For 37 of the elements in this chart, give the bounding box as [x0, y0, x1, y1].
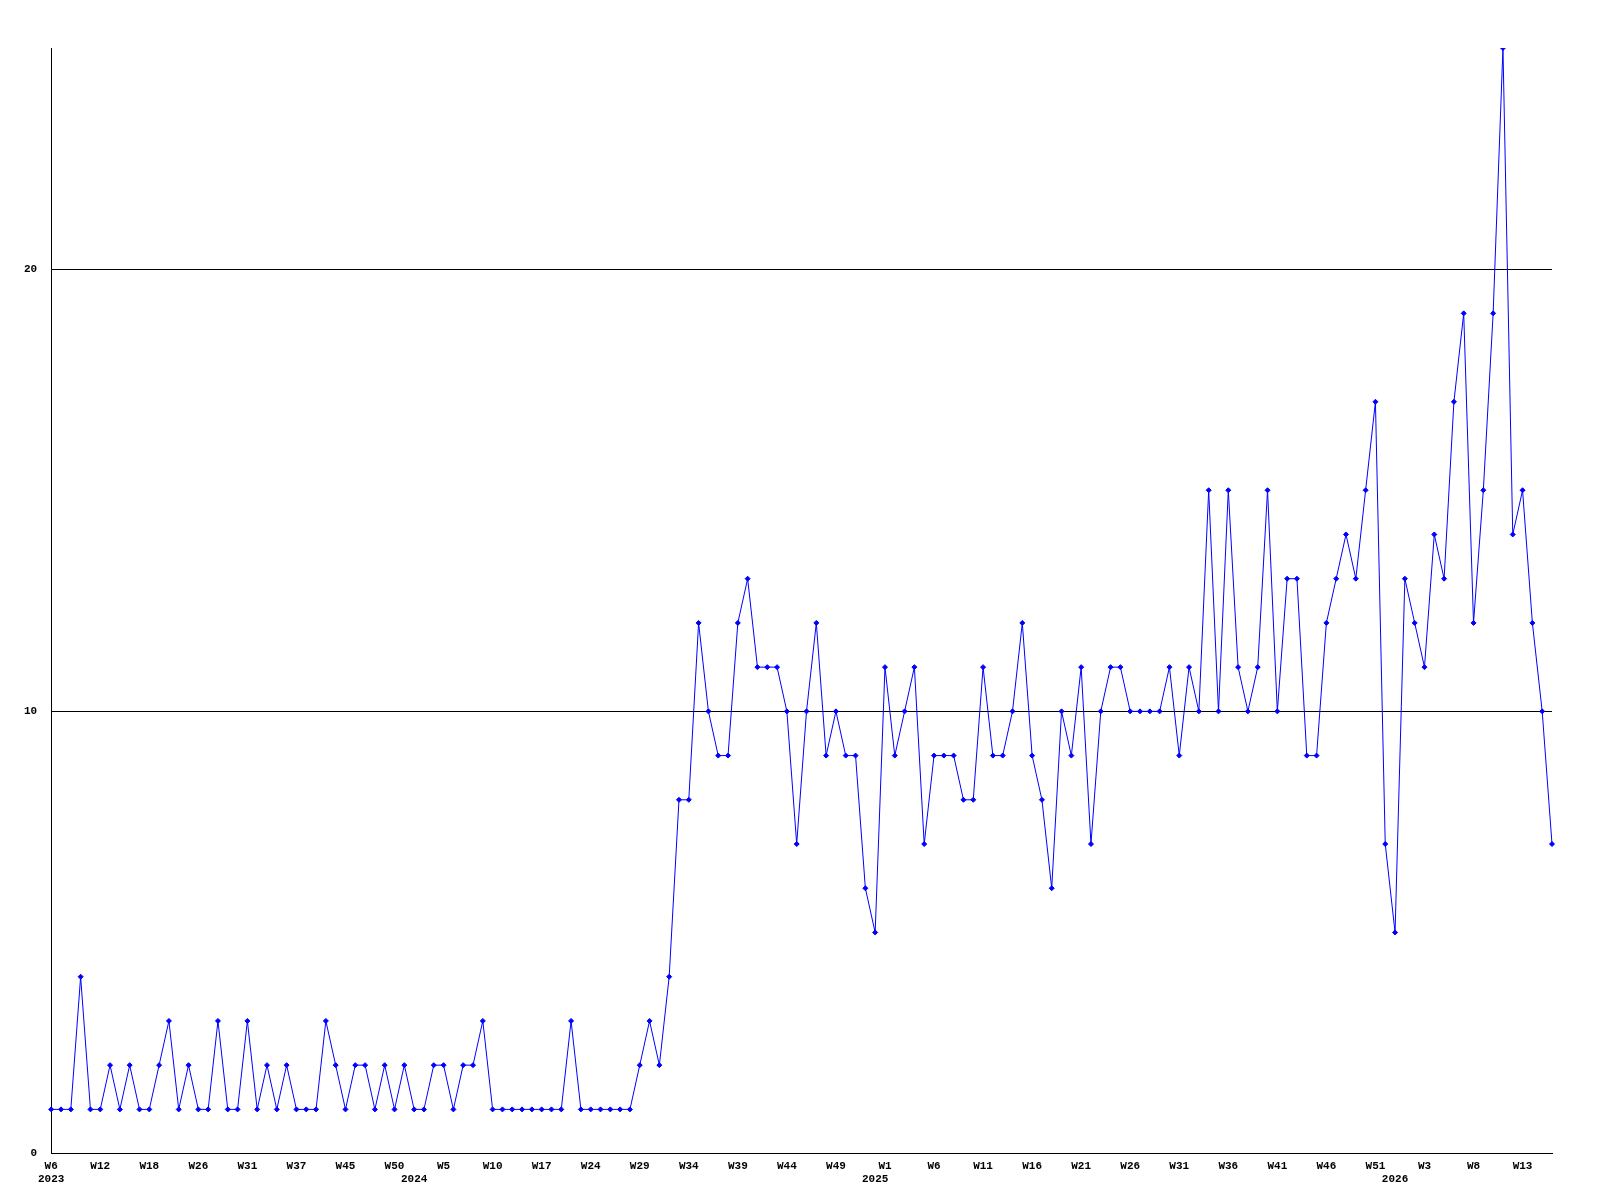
x-tick-label: W37: [286, 1159, 307, 1172]
y-tick-label: 20: [24, 262, 38, 275]
x-tick-label: W24: [580, 1159, 601, 1172]
x-tick-label: W34: [678, 1159, 700, 1172]
x-tick-label: 2025: [861, 1173, 889, 1186]
x-tick-label: W8: [1466, 1159, 1481, 1172]
x-tick-label: W26: [188, 1159, 209, 1172]
x-tick-label: W3: [1417, 1159, 1432, 1172]
x-tick-label: W21: [1071, 1159, 1092, 1172]
x-tick-label: W16: [1022, 1159, 1043, 1172]
x-tick-label: W17: [531, 1159, 552, 1172]
x-tick-label: W26: [1120, 1159, 1141, 1172]
x-tick-label: W6: [927, 1159, 941, 1172]
x-tick-label: W45: [335, 1159, 356, 1172]
x-tick-label: W29: [629, 1159, 650, 1172]
x-tick-label: W12: [90, 1159, 111, 1172]
y-tick-label: 10: [24, 705, 38, 718]
x-tick-label: W46: [1316, 1159, 1337, 1172]
x-tick-label: W5: [436, 1159, 451, 1172]
x-tick-label: W51: [1365, 1159, 1386, 1172]
x-tick-label: W41: [1267, 1159, 1288, 1172]
x-tick-label: W31: [1169, 1159, 1190, 1172]
x-tick-label: W50: [384, 1159, 405, 1172]
x-tick-label: 2024: [400, 1173, 428, 1186]
x-tick-label: W36: [1218, 1159, 1239, 1172]
x-tick-label: W31: [237, 1159, 258, 1172]
x-tick-label: W1: [878, 1159, 892, 1172]
x-tick-label: W10: [482, 1159, 503, 1172]
x-tick-label: 2026: [1381, 1173, 1409, 1186]
x-tick-label: W13: [1512, 1159, 1533, 1172]
y-tick-label: 0: [30, 1147, 38, 1160]
x-tick-label: W18: [139, 1159, 160, 1172]
x-tick-label: W6 2023: [38, 1159, 65, 1186]
x-tick-label: W44: [776, 1159, 798, 1172]
x-tick-label: W49: [826, 1159, 846, 1172]
x-tick-label: W39: [727, 1159, 748, 1172]
x-tick-label: W11: [973, 1159, 994, 1172]
